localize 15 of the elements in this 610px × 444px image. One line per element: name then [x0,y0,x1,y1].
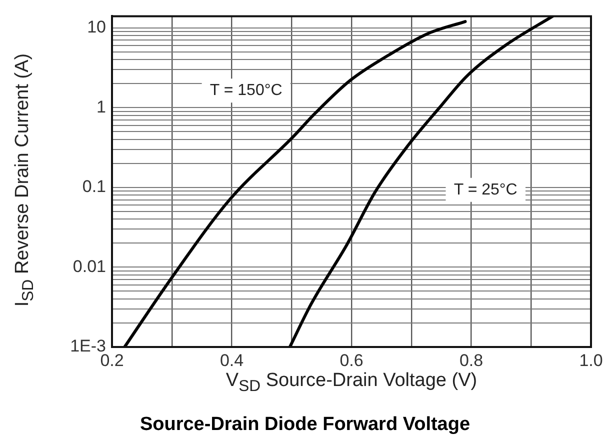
x-tick-label: 0.2 [100,350,124,370]
x-tick-label: 0.6 [340,350,364,370]
annotation: T = 150°C [210,82,282,100]
x-axis-title: V$_{SD}$ Source-Drain Voltage (V) [224,370,478,396]
y-tick-label: 0.1 [82,177,106,196]
x-tick-label: 1.0 [579,350,603,370]
line-series [288,16,554,347]
y-tick-label: 1 [96,97,106,116]
text: Source-Drain Diode Forward Voltage [138,414,472,436]
x-tick-label: 0.4 [220,350,244,370]
y-tick-label: 0.01 [72,256,106,276]
line-series [123,20,467,347]
annotation: T = 25°C [454,181,518,198]
x-tick-label: 0.8 [459,350,484,370]
y-tick-label: 10 [87,18,106,37]
